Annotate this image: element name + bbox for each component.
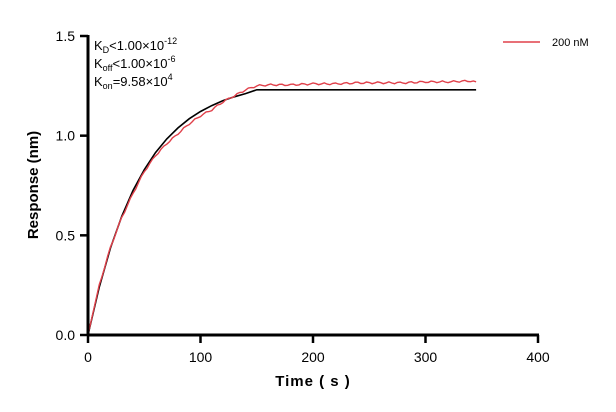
x-tick-label: 400 <box>526 349 550 365</box>
fit-curve <box>87 89 477 336</box>
ticks: 0 100 200 300 400 0.0 0.5 1.0 1.5 <box>56 28 550 365</box>
y-tick-label: 1.0 <box>56 128 76 144</box>
annotation-sup: -12 <box>164 36 177 46</box>
annotation-rel: <1.00×10 <box>109 38 164 53</box>
annotation-main: K <box>94 38 103 53</box>
series-line-200nm <box>87 79 477 336</box>
annotation-main: K <box>94 74 103 89</box>
annotation-d: KD<1.00×10-12 <box>94 36 177 55</box>
annotation-sub: off <box>103 63 113 73</box>
legend-label-200nm: 200 nM <box>552 37 589 49</box>
series-layer <box>87 79 477 336</box>
x-tick-label: 0 <box>84 349 92 365</box>
y-axis-label: Response (nm) <box>25 131 42 239</box>
y-tick-label: 0.0 <box>56 327 76 343</box>
x-tick-label: 200 <box>301 349 325 365</box>
annotation-rel: =9.58×10 <box>113 74 168 89</box>
y-tick-label: 1.5 <box>56 28 76 44</box>
annotation-on: Kon=9.58×104 <box>94 72 173 91</box>
x-tick-label: 300 <box>414 349 438 365</box>
legend: 200 nM <box>503 37 589 49</box>
annotation-off: Koff<1.00×10-6 <box>94 54 175 73</box>
annotation-sup: -6 <box>167 54 175 64</box>
annotation-sup: 4 <box>168 72 173 82</box>
annotation-main: K <box>94 56 103 71</box>
annotation-sub: on <box>103 81 113 91</box>
annotation-sub: D <box>103 45 110 55</box>
x-tick-label: 100 <box>189 349 213 365</box>
y-tick-label: 0.5 <box>56 227 76 243</box>
x-axis-label: Time ( s ) <box>275 373 351 390</box>
annotation-rel: <1.00×10 <box>113 56 168 71</box>
